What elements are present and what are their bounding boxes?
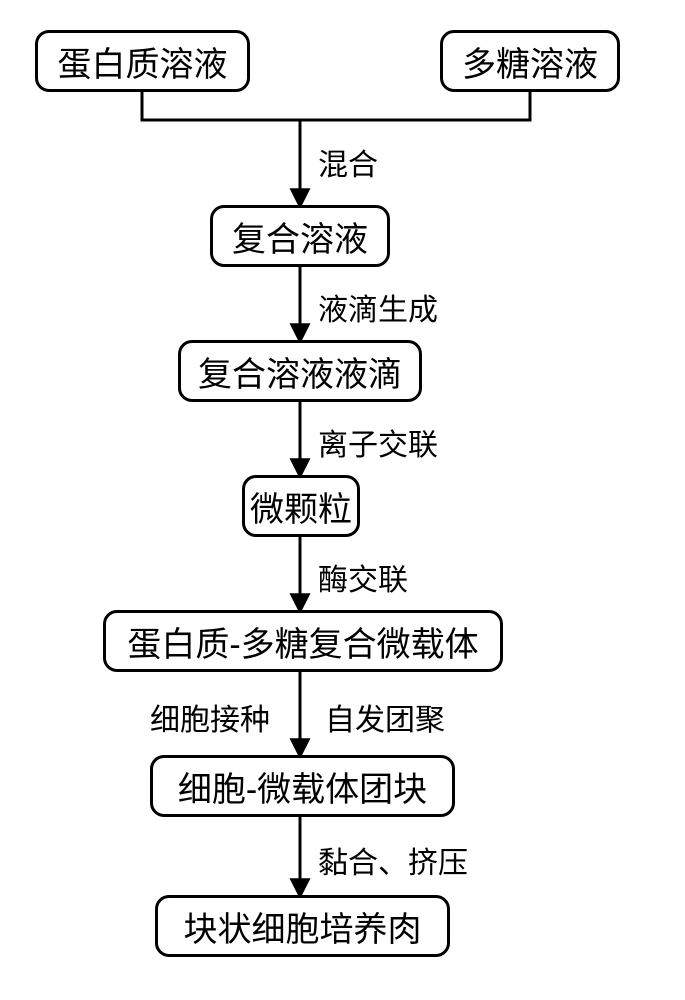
node-composite-droplet: 复合溶液液滴 <box>178 340 422 402</box>
node-composite-microcarrier: 蛋白质-多糖复合微载体 <box>103 610 503 672</box>
edge-label-self-aggregate: 自发团聚 <box>325 695 445 739</box>
node-microparticle: 微颗粒 <box>242 475 360 537</box>
node-label: 细胞-微载体团块 <box>178 762 427 811</box>
edge-label-mix: 混合 <box>318 140 378 184</box>
node-label: 复合溶液液滴 <box>198 347 402 396</box>
flowchart-stage: 蛋白质溶液 多糖溶液 复合溶液 复合溶液液滴 微颗粒 蛋白质-多糖复合微载体 细… <box>0 0 685 1000</box>
node-label: 蛋白质-多糖复合微载体 <box>127 617 478 666</box>
node-protein-solution: 蛋白质溶液 <box>35 30 250 92</box>
edge-label-cell-seeding: 细胞接种 <box>150 695 270 739</box>
edge-label-ion-crosslink: 离子交联 <box>318 420 438 464</box>
edge-label-bond-extrude: 黏合、挤压 <box>318 838 468 882</box>
edge-label-enzyme-crosslink: 酶交联 <box>318 555 408 599</box>
edge-label-droplet-gen: 液滴生成 <box>318 285 438 329</box>
node-composite-solution: 复合溶液 <box>210 205 390 267</box>
node-label: 微颗粒 <box>250 482 352 531</box>
node-label: 蛋白质溶液 <box>58 37 228 86</box>
node-label: 复合溶液 <box>232 212 368 261</box>
node-cell-microcarrier-cluster: 细胞-微载体团块 <box>150 755 455 817</box>
node-label: 多糖溶液 <box>462 37 598 86</box>
node-cultured-meat-block: 块状细胞培养肉 <box>155 895 450 957</box>
node-label: 块状细胞培养肉 <box>184 902 422 951</box>
node-polysaccharide-solution: 多糖溶液 <box>440 30 620 92</box>
